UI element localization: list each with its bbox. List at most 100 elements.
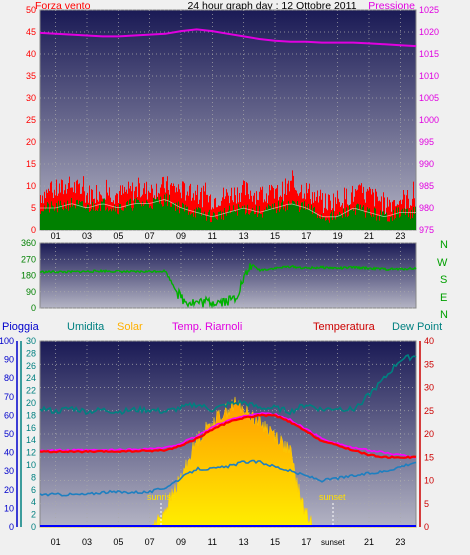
rain-tick-label: 70	[4, 392, 14, 402]
x-tick-label: 19	[333, 231, 343, 241]
riarnoli-line	[39, 412, 417, 459]
x-tick-label: 03	[82, 231, 92, 241]
wind-tick-label: 0	[31, 225, 36, 235]
compass-label: S	[440, 274, 447, 286]
rain-tick-label: 80	[4, 373, 14, 383]
humidity-tick-label: 20	[26, 398, 36, 408]
pressure-tick-label: 1000	[419, 115, 439, 125]
sun-annotations: sunrise sunset sunset	[147, 492, 346, 547]
rain-tick-label: 90	[4, 355, 14, 365]
temperature-tick-label: 15	[424, 452, 434, 462]
x-tick-label: 17	[301, 537, 311, 547]
dewpoint-line	[39, 459, 417, 497]
x-tick-label: 09	[176, 231, 186, 241]
humidity-tick-label: 10	[26, 460, 36, 470]
direction-tick-label: 0	[31, 303, 36, 313]
wind-tick-label: 50	[26, 5, 36, 15]
x-tick-label: 15	[270, 537, 280, 547]
wind-tick-label: 40	[26, 49, 36, 59]
axis-labels: 0510152025303540455097598098599099510001…	[0, 5, 439, 547]
grid-panel1	[40, 9, 416, 231]
wind-tick-label: 25	[26, 115, 36, 125]
wind-tick-label: 10	[26, 181, 36, 191]
wind-tick-label: 5	[31, 203, 36, 213]
pressure-axis-title: Pressione	[368, 0, 415, 12]
x-tick-label: 05	[113, 231, 123, 241]
pressure-tick-label: 1005	[419, 93, 439, 103]
direction-tick-label: 270	[21, 254, 36, 264]
grid-panel2	[40, 242, 416, 309]
humidity-tick-label: 12	[26, 448, 36, 458]
rain-tick-label: 50	[4, 429, 14, 439]
x-tick-label: 05	[113, 537, 123, 547]
plot-panel1	[39, 28, 417, 230]
wind-tick-label: 20	[26, 137, 36, 147]
x-tick-label: 07	[145, 537, 155, 547]
x-tick-label: 11	[208, 231, 217, 241]
temperature-tick-label: 10	[424, 476, 434, 486]
rain-tick-label: 30	[4, 466, 14, 476]
legend-pioggia: Pioggia	[2, 321, 40, 333]
rain-tick-label: 10	[4, 503, 14, 513]
direction-tick-label: 180	[21, 271, 36, 281]
x-tick-label: 21	[364, 537, 374, 547]
humidity-tick-label: 16	[26, 423, 36, 433]
humidity-tick-label: 28	[26, 348, 36, 358]
temperature-tick-label: 5	[424, 499, 429, 509]
sunset-axis-label: sunset	[321, 538, 345, 547]
compass-label: N	[440, 239, 448, 251]
x-tick-label: 07	[145, 231, 155, 241]
temperature-tick-label: 0	[424, 522, 429, 532]
pressure-tick-label: 995	[419, 137, 434, 147]
humidity-tick-label: 8	[31, 472, 36, 482]
rain-tick-label: 20	[4, 485, 14, 495]
legend-riarnoli: Temp. Riarnoli	[172, 321, 242, 333]
pressure-tick-label: 1025	[419, 5, 439, 15]
pressure-tick-label: 980	[419, 203, 434, 213]
wind-tick-label: 30	[26, 93, 36, 103]
pressure-tick-label: 1015	[419, 49, 439, 59]
compass-label: E	[440, 292, 447, 304]
x-tick-label: 01	[51, 537, 61, 547]
humidity-tick-label: 4	[31, 497, 36, 507]
humidity-tick-label: 0	[31, 522, 36, 532]
wind-axis-title: Forza vento	[35, 0, 91, 12]
x-tick-label: 09	[176, 537, 186, 547]
humidity-tick-label: 22	[26, 386, 36, 396]
temperature-tick-label: 30	[424, 383, 434, 393]
humidity-line	[39, 354, 417, 416]
rain-tick-label: 100	[0, 336, 14, 346]
wind-tick-label: 45	[26, 27, 36, 37]
direction-tick-label: 360	[21, 238, 36, 248]
wind-tick-label: 35	[26, 71, 36, 81]
humidity-tick-label: 2	[31, 510, 36, 520]
x-tick-label: 23	[395, 537, 405, 547]
compass-label: W	[437, 257, 448, 269]
temperature-tick-label: 35	[424, 359, 434, 369]
rain-tick-label: 60	[4, 410, 14, 420]
pressure-tick-label: 975	[419, 225, 434, 235]
temperature-tick-label: 40	[424, 336, 434, 346]
x-tick-label: 03	[82, 537, 92, 547]
wind-direction-line	[39, 263, 417, 309]
compass-label: N	[440, 309, 448, 321]
compass-labels: N W S E N	[437, 239, 448, 321]
sunset-label: sunset	[319, 492, 346, 502]
legend-umidita: Umidita	[67, 321, 105, 333]
pressure-tick-label: 985	[419, 181, 434, 191]
plot-panel3	[39, 354, 417, 528]
x-tick-label: 23	[395, 231, 405, 241]
sunrise-label: sunrise	[147, 492, 176, 502]
humidity-tick-label: 6	[31, 485, 36, 495]
humidity-tick-label: 26	[26, 361, 36, 371]
x-tick-label: 13	[239, 231, 249, 241]
pressure-tick-label: 1020	[419, 27, 439, 37]
direction-tick-label: 90	[26, 287, 36, 297]
pressure-tick-label: 1010	[419, 71, 439, 81]
pressure-tick-label: 990	[419, 159, 434, 169]
temperature-tick-label: 20	[424, 429, 434, 439]
temperature-tick-label: 25	[424, 406, 434, 416]
rain-tick-label: 0	[9, 522, 14, 532]
